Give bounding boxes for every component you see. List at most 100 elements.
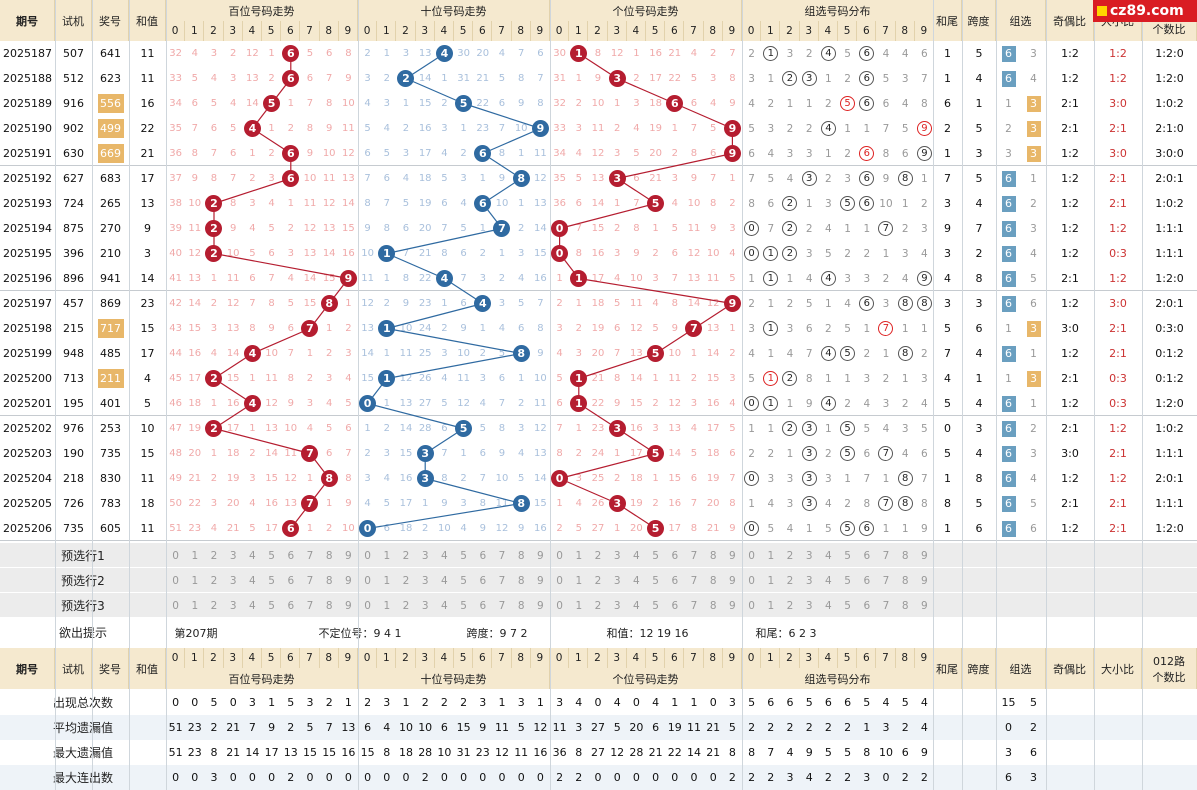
preselect-digit[interactable]: 0 xyxy=(172,549,179,562)
preselect-digit[interactable]: 4 xyxy=(633,599,640,612)
preselect-digit[interactable]: 1 xyxy=(383,549,391,562)
preselect-digit[interactable]: 2 xyxy=(402,599,410,612)
preselect-digit[interactable]: 5 xyxy=(460,549,467,562)
preselect-digit[interactable]: 6 xyxy=(287,599,295,612)
preselect-digit[interactable]: 3 xyxy=(805,599,813,612)
preselect-digit[interactable]: 4 xyxy=(249,599,256,612)
preselect-digit[interactable]: 8 xyxy=(709,549,717,562)
preselect-digit[interactable]: 0 xyxy=(172,599,179,612)
preselect-digit[interactable]: 6 xyxy=(671,549,679,562)
preselect-digit[interactable]: 4 xyxy=(825,574,832,587)
preselect-digit[interactable]: 9 xyxy=(921,549,928,562)
preselect-digit[interactable]: 2 xyxy=(594,574,602,587)
preselect-digit[interactable]: 6 xyxy=(479,574,487,587)
preselect-digit[interactable]: 0 xyxy=(748,549,755,562)
preselect-digit[interactable]: 4 xyxy=(249,574,256,587)
preselect-digit[interactable]: 5 xyxy=(844,599,851,612)
preselect-digit[interactable]: 3 xyxy=(613,574,621,587)
preselect-digit[interactable]: 2 xyxy=(402,574,410,587)
preselect-digit[interactable]: 2 xyxy=(402,549,410,562)
preselect-digit[interactable]: 8 xyxy=(901,574,909,587)
preselect-digit[interactable]: 8 xyxy=(325,549,333,562)
preselect-digit[interactable]: 2 xyxy=(786,599,794,612)
preselect-digit[interactable]: 7 xyxy=(498,549,506,562)
preselect-digit[interactable]: 5 xyxy=(652,549,659,562)
preselect-digit[interactable]: 0 xyxy=(556,549,563,562)
preselect-digit[interactable]: 7 xyxy=(690,599,698,612)
preselect-digit[interactable]: 4 xyxy=(441,599,448,612)
preselect-digit[interactable]: 4 xyxy=(825,599,832,612)
preselect-digit[interactable]: 2 xyxy=(210,574,218,587)
preselect-digit[interactable]: 9 xyxy=(537,574,544,587)
preselect-digit[interactable]: 7 xyxy=(690,549,698,562)
preselect-digit[interactable]: 4 xyxy=(633,574,640,587)
preselect-digit[interactable]: 1 xyxy=(575,599,583,612)
preselect-digit[interactable]: 8 xyxy=(709,599,717,612)
preselect-digit[interactable]: 8 xyxy=(517,599,525,612)
preselect-digit[interactable]: 8 xyxy=(517,549,525,562)
preselect-digit[interactable]: 3 xyxy=(805,549,813,562)
preselect-digit[interactable]: 0 xyxy=(748,574,755,587)
header-issue[interactable]: 期号 xyxy=(0,0,55,41)
preselect-digit[interactable]: 9 xyxy=(345,574,352,587)
preselect-digit[interactable]: 0 xyxy=(364,549,371,562)
preselect-digit[interactable]: 7 xyxy=(306,599,314,612)
preselect-digit[interactable]: 2 xyxy=(594,549,602,562)
preselect-digit[interactable]: 4 xyxy=(249,549,256,562)
preselect-digit[interactable]: 6 xyxy=(671,599,679,612)
preselect-digit[interactable]: 6 xyxy=(863,574,871,587)
preselect-digit[interactable]: 1 xyxy=(191,574,199,587)
preselect-digit[interactable]: 6 xyxy=(287,549,295,562)
preselect-digit[interactable]: 1 xyxy=(767,549,775,562)
preselect-digit[interactable]: 9 xyxy=(345,549,352,562)
preselect-digit[interactable]: 6 xyxy=(671,574,679,587)
preselect-digit[interactable]: 1 xyxy=(575,574,583,587)
preselect-digit[interactable]: 7 xyxy=(882,549,890,562)
preselect-digit[interactable]: 9 xyxy=(921,599,928,612)
preselect-digit[interactable]: 6 xyxy=(863,549,871,562)
preselect-digit[interactable]: 8 xyxy=(517,574,525,587)
preselect-digit[interactable]: 1 xyxy=(191,549,199,562)
preselect-digit[interactable]: 9 xyxy=(729,549,736,562)
preselect-digit[interactable]: 7 xyxy=(882,599,890,612)
preselect-digit[interactable]: 6 xyxy=(287,574,295,587)
preselect-digit[interactable]: 3 xyxy=(229,549,237,562)
preselect-digit[interactable]: 0 xyxy=(556,574,563,587)
preselect-digit[interactable]: 9 xyxy=(537,599,544,612)
preselect-digit[interactable]: 0 xyxy=(364,574,371,587)
preselect-digit[interactable]: 4 xyxy=(441,574,448,587)
preselect-digit[interactable]: 9 xyxy=(729,599,736,612)
preselect-digit[interactable]: 5 xyxy=(460,574,467,587)
preselect-digit[interactable]: 8 xyxy=(709,574,717,587)
preselect-digit[interactable]: 6 xyxy=(479,599,487,612)
preselect-digit[interactable]: 2 xyxy=(786,574,794,587)
preselect-digit[interactable]: 0 xyxy=(556,599,563,612)
preselect-digit[interactable]: 0 xyxy=(364,599,371,612)
preselect-digit[interactable]: 5 xyxy=(268,549,275,562)
preselect-digit[interactable]: 5 xyxy=(652,599,659,612)
preselect-digit[interactable]: 6 xyxy=(863,599,871,612)
preselect-digit[interactable]: 4 xyxy=(441,549,448,562)
preselect-digit[interactable]: 1 xyxy=(383,574,391,587)
preselect-digit[interactable]: 3 xyxy=(421,599,429,612)
preselect-digit[interactable]: 9 xyxy=(729,574,736,587)
preselect-digit[interactable]: 2 xyxy=(210,599,218,612)
preselect-digit[interactable]: 5 xyxy=(268,599,275,612)
preselect-digit[interactable]: 8 xyxy=(325,574,333,587)
preselect-digit[interactable]: 5 xyxy=(844,549,851,562)
preselect-digit[interactable]: 3 xyxy=(229,574,237,587)
preselect-digit[interactable]: 7 xyxy=(498,599,506,612)
preselect-digit[interactable]: 5 xyxy=(652,574,659,587)
preselect-digit[interactable]: 4 xyxy=(633,549,640,562)
preselect-digit[interactable]: 8 xyxy=(901,599,909,612)
preselect-digit[interactable]: 3 xyxy=(613,599,621,612)
preselect-digit[interactable]: 1 xyxy=(575,549,583,562)
preselect-digit[interactable]: 7 xyxy=(882,574,890,587)
preselect-digit[interactable]: 1 xyxy=(383,599,391,612)
preselect-digit[interactable]: 9 xyxy=(537,549,544,562)
preselect-digit[interactable]: 2 xyxy=(594,599,602,612)
preselect-digit[interactable]: 3 xyxy=(229,599,237,612)
preselect-digit[interactable]: 9 xyxy=(345,599,352,612)
preselect-digit[interactable]: 8 xyxy=(901,549,909,562)
preselect-digit[interactable]: 7 xyxy=(306,549,314,562)
